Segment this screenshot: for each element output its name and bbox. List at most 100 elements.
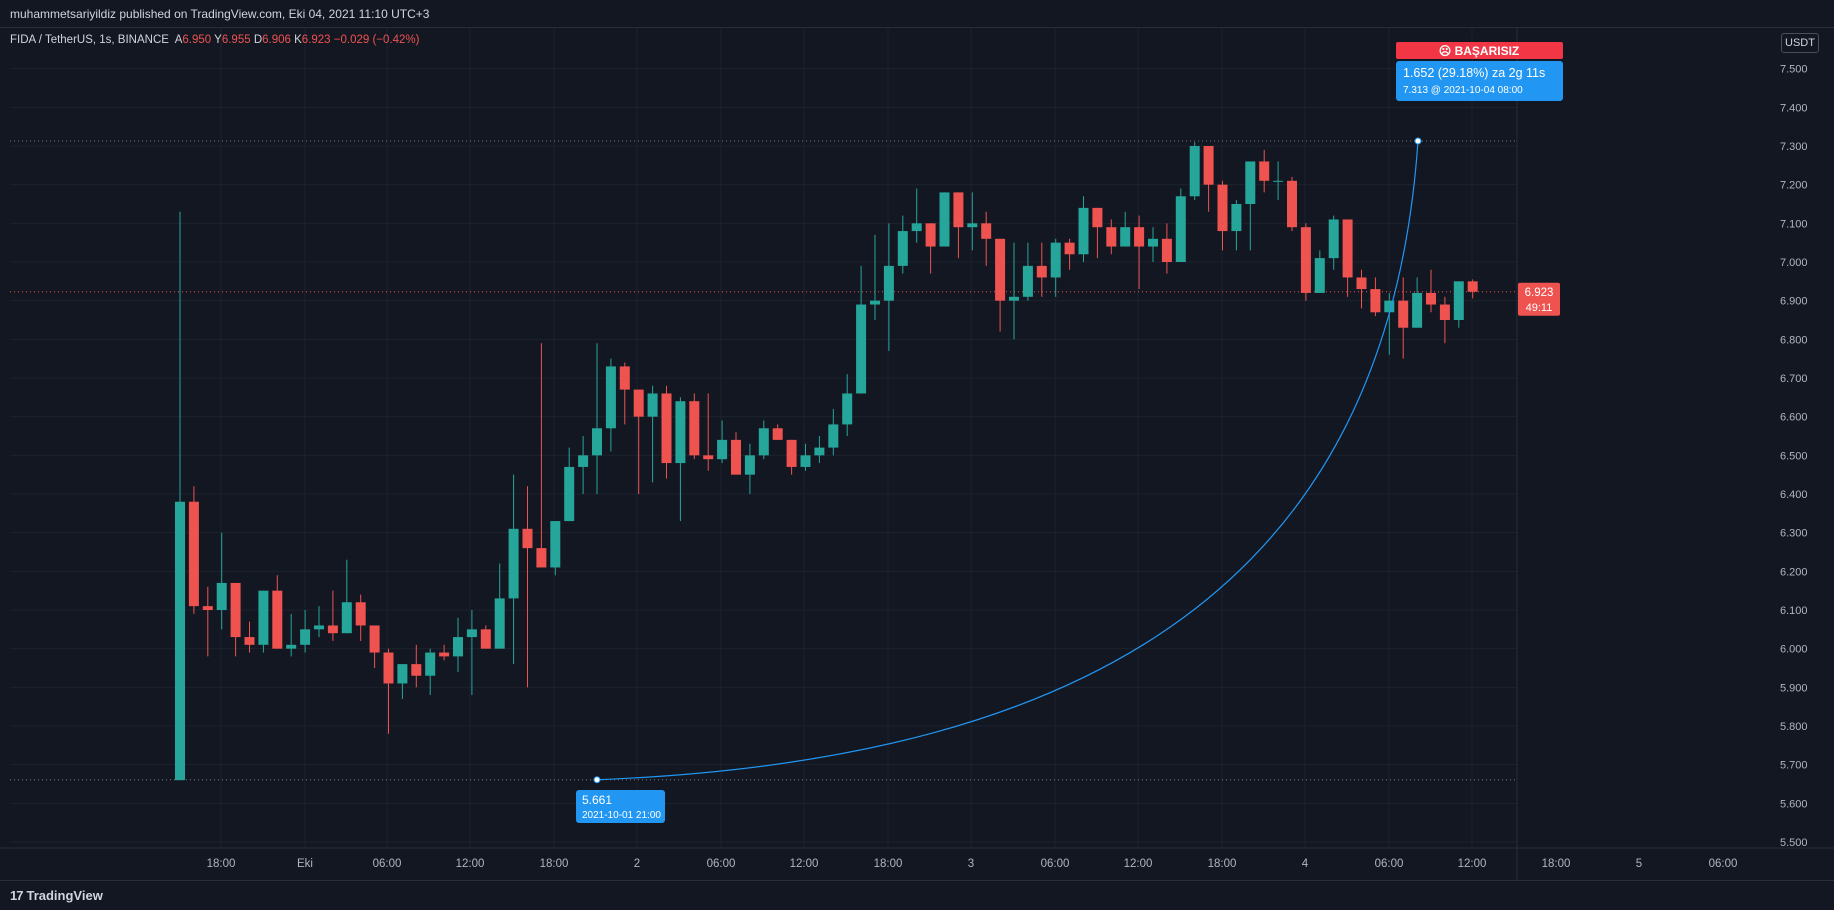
price-tick-label: 6.300	[1780, 528, 1808, 540]
candle-body	[1078, 207, 1089, 255]
symbol-name[interactable]: FIDA / TetherUS, 1s, BINANCE	[10, 34, 169, 46]
candle-body	[341, 602, 352, 634]
candle-body	[453, 637, 463, 657]
candle-body	[536, 548, 547, 568]
candle-body	[967, 223, 978, 228]
price-tick-label: 7.400	[1780, 102, 1808, 114]
time-tick-label: 4	[1302, 858, 1309, 870]
prediction-arc	[596, 140, 1419, 781]
candle-body	[897, 231, 908, 266]
candle-body	[244, 637, 255, 645]
price-tick-label: 7.000	[1780, 257, 1808, 269]
target-box	[1396, 61, 1563, 101]
candle-body	[202, 606, 213, 610]
price-tick-label: 5.500	[1780, 837, 1808, 849]
target-change-text: 1.652 (29.18%) za 2g 11s	[1403, 66, 1545, 80]
candle-body	[550, 521, 561, 568]
price-tick-label: 7.500	[1780, 64, 1808, 76]
price-tick-label: 6.700	[1780, 373, 1808, 385]
price-tick-label: 5.600	[1780, 798, 1808, 810]
candle-body	[925, 223, 936, 247]
candle-body	[578, 455, 589, 467]
time-tick-label: 3	[968, 858, 974, 870]
candle-body	[1231, 204, 1242, 232]
candle-body	[1328, 219, 1339, 259]
candle-body	[981, 223, 992, 239]
candle-body	[939, 192, 950, 247]
candle-body	[425, 652, 436, 676]
candle-body	[1384, 300, 1395, 313]
time-tick-label: 06:00	[373, 858, 402, 870]
candle-body	[411, 664, 422, 676]
candle-body	[397, 664, 408, 684]
candle-body	[995, 238, 1006, 301]
entry-point	[593, 776, 601, 784]
candles-group	[175, 142, 1478, 781]
candle-body	[327, 625, 338, 634]
candle-body	[258, 590, 269, 645]
candle-body	[1106, 227, 1117, 247]
candle-body	[1398, 300, 1409, 328]
candle-body	[592, 428, 602, 456]
price-tick-label: 6.100	[1780, 605, 1808, 617]
price-tick-label: 7.200	[1780, 180, 1808, 192]
candle-body	[564, 466, 575, 522]
candle-body	[1356, 277, 1367, 290]
price-tick-label: 6.000	[1780, 644, 1808, 656]
price-tick-label: 6.200	[1780, 566, 1808, 578]
candle-body	[772, 428, 783, 440]
last-price-tag	[1518, 282, 1560, 316]
candle-body	[480, 629, 491, 649]
candle-body	[1148, 238, 1158, 247]
candle-body	[1412, 292, 1423, 328]
candle-body	[1300, 227, 1311, 293]
price-tick-label: 5.900	[1780, 682, 1808, 694]
candle-body	[188, 501, 199, 607]
tradingview-logo[interactable]: 17 TradingView	[10, 888, 103, 903]
candle-body	[883, 265, 894, 301]
time-tick-label: 2	[634, 858, 640, 870]
price-axis[interactable]: 7.500 7.400 7.300 7.200 7.100 7.000 6.900 6.800…	[1516, 28, 1808, 880]
candle-body	[1439, 304, 1450, 320]
entry-price-text: 5.661	[582, 793, 612, 807]
time-tick-label: 18:00	[207, 858, 236, 870]
time-tick-label: 5	[1636, 858, 1642, 870]
candle-body	[300, 629, 311, 645]
symbol-legend: FIDA / TetherUS, 1s, BINANCE A6.950 Y6.9…	[10, 34, 419, 46]
high-label: Y	[214, 34, 222, 46]
candle-body	[953, 192, 964, 228]
fail-label: ☹ BAŞARISIZ	[1439, 44, 1520, 58]
candle-body	[1134, 227, 1145, 247]
fail-badge	[1396, 42, 1563, 59]
annotations: ☹ BAŞARISIZ 1.652 (29.18%) za 2g 11s 7.313…	[576, 42, 1563, 823]
candle-body	[605, 366, 616, 429]
candle-body	[314, 625, 324, 630]
candle-body	[272, 590, 283, 649]
currency-button[interactable]: USDT	[1781, 33, 1819, 53]
prediction-curve	[593, 137, 1422, 784]
time-tick-label: 18:00	[1542, 858, 1571, 870]
candle-body	[1426, 292, 1436, 305]
candle-body	[439, 652, 450, 657]
candle-body	[369, 625, 380, 653]
candlestick-chart[interactable]: 7.500 7.400 7.300 7.200 7.100 7.000 6.900 6.800…	[0, 28, 1834, 880]
candle-body	[494, 598, 505, 649]
time-tick-label: 18:00	[1208, 858, 1237, 870]
candle-body	[383, 652, 394, 684]
candle-body	[1050, 242, 1061, 278]
target-sub-text: 7.313 @ 2021-10-04 08:00	[1403, 85, 1523, 96]
time-tick-label: Eki	[297, 858, 313, 870]
candle-body	[911, 223, 922, 232]
candle-body	[717, 439, 728, 460]
time-axis[interactable]: 18:00 Eki 06:00 12:00 18:00 2 06:00 12:00 18:00 3…	[0, 847, 1834, 870]
open-value: 6.950	[182, 34, 212, 46]
price-tick-label: 7.100	[1780, 218, 1808, 230]
candle-body	[1036, 265, 1047, 278]
candle-body	[689, 401, 700, 456]
publish-header: muhammetsariyildiz published on TradingV…	[0, 0, 1834, 28]
candle-body	[675, 401, 686, 464]
close-label: K	[294, 34, 302, 46]
candle-body	[1189, 146, 1200, 197]
low-value: 6.906	[262, 34, 291, 46]
candle-body	[230, 582, 241, 638]
